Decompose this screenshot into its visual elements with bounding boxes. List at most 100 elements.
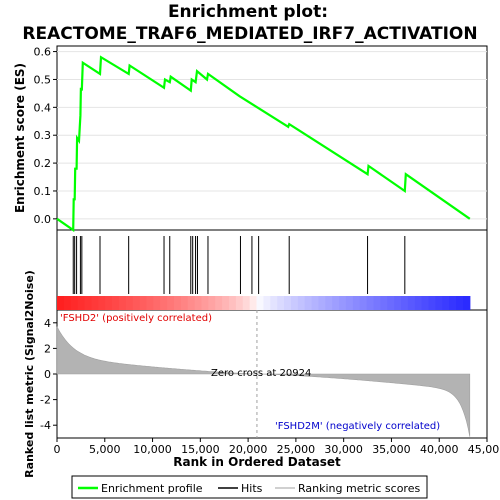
heat-bar-segment: [125, 296, 134, 310]
legend-frame: [71, 475, 428, 499]
es-panel-frame: [56, 45, 488, 231]
heat-bar-segment: [215, 296, 223, 310]
heat-bar-segment: [277, 296, 285, 310]
metric-y-tick-label: -4: [40, 419, 51, 432]
heat-bar-segment: [442, 296, 450, 310]
heat-bar-segment: [311, 296, 320, 310]
heat-bar-segment: [332, 296, 340, 310]
heat-bar-segment: [84, 296, 92, 310]
heat-bar-segment: [139, 296, 148, 310]
enrichment-profile-line: [56, 55, 471, 233]
heat-bar-segment: [105, 296, 113, 310]
heat-bar-segment: [270, 296, 278, 310]
metric-y-axis-label: Ranked list metric (Signal2Noise): [23, 270, 36, 478]
es-y-tick-label: 0.0: [34, 213, 52, 226]
heat-bar-segment: [407, 296, 416, 310]
heat-bar-segment: [146, 296, 154, 310]
ranking-metric-area: [56, 326, 471, 437]
x-tick-label: 0: [54, 443, 61, 456]
heat-bar-segment: [449, 296, 457, 310]
heat-bar-segment: [456, 296, 464, 310]
metric-y-tick-label: -2: [40, 394, 51, 407]
heat-bar-segment: [325, 296, 333, 310]
heat-bar-segment: [167, 296, 175, 310]
heat-bar-segment: [304, 296, 313, 310]
heat-bar-segment: [421, 296, 430, 310]
heat-bar-segment: [339, 296, 347, 310]
heat-bar-segment: [290, 296, 299, 310]
heat-bar-segment: [414, 296, 423, 310]
heat-bar-segment: [187, 296, 196, 310]
heat-bar-segment: [263, 296, 271, 310]
x-tick-label: 10,000: [133, 443, 172, 456]
heat-bar-segment: [242, 296, 251, 310]
metric-y-tick-label: 0: [44, 368, 51, 381]
heat-bar-segment: [256, 296, 264, 310]
heat-bar-segment: [77, 296, 86, 310]
heat-bar-segment: [118, 296, 127, 310]
heat-bar-segment: [387, 296, 395, 310]
x-tick-label: 30,000: [324, 443, 363, 456]
heat-bar-segment: [401, 296, 409, 310]
negative-correlation-label: 'FSHD2M' (negatively correlated): [275, 421, 440, 432]
heat-bar-segment: [428, 296, 436, 310]
heat-bar-segment: [462, 296, 471, 310]
legend-label-hits: Hits: [241, 482, 263, 495]
metric-y-tick-label: 2: [44, 342, 51, 355]
positive-correlation-label: 'FSHD2' (positively correlated): [60, 313, 212, 324]
heat-bar-segment: [222, 296, 230, 310]
heat-bar-segment: [366, 296, 375, 310]
es-y-axis: 0.0 0.1 0.2 0.3 0.4 0.5 0.6: [34, 46, 57, 226]
x-tick-label: 15,000: [181, 443, 220, 456]
legend: Enrichment profile Hits Ranking metric s…: [71, 475, 428, 499]
chart-title-line2: REACTOME_TRAF6_MEDIATED_IRF7_ACTIVATION: [22, 24, 477, 44]
heat-bar-segment: [70, 296, 79, 310]
heat-bar-segment: [173, 296, 182, 310]
heat-bar-segment: [249, 296, 258, 310]
heat-bar-segment: [112, 296, 120, 310]
hit-marks: [72, 236, 406, 294]
x-tick-label: 35,000: [372, 443, 411, 456]
heat-bar-segment: [201, 296, 209, 310]
es-y-axis-label: Enrichment score (ES): [13, 63, 27, 213]
heat-bar-segment: [284, 296, 292, 310]
heat-bar-segment: [318, 296, 326, 310]
heat-bar-segment: [345, 296, 354, 310]
heat-bar-segment: [297, 296, 306, 310]
x-tick-label: 20,000: [229, 443, 268, 456]
heat-bar-segment: [373, 296, 381, 310]
metric-y-tick-label: 4: [44, 317, 51, 330]
heat-bar-segment: [153, 296, 161, 310]
heat-bar-segment: [57, 296, 65, 310]
heat-bar-segment: [235, 296, 244, 310]
heat-bar-segment: [63, 296, 72, 310]
heat-bar-segment: [229, 296, 237, 310]
heat-bar-segment: [194, 296, 203, 310]
heat-bar-segment: [380, 296, 388, 310]
x-tick-label: 40,000: [420, 443, 459, 456]
heat-bar-segment: [435, 296, 443, 310]
es-y-tick-label: 0.3: [34, 129, 52, 142]
es-y-tick-label: 0.5: [34, 73, 52, 86]
es-y-tick-label: 0.6: [34, 46, 52, 59]
rank-heat-bar: [57, 296, 471, 310]
heat-bar-segment: [394, 296, 402, 310]
x-tick-label: 5,000: [89, 443, 121, 456]
es-y-tick-label: 0.1: [34, 185, 52, 198]
heat-bar-segment: [352, 296, 361, 310]
zero-cross-label: Zero cross at 20924: [211, 368, 311, 379]
heat-bar-segment: [359, 296, 368, 310]
x-tick-label: 25,000: [277, 443, 316, 456]
heat-bar-segment: [208, 296, 216, 310]
heat-bar-segment: [91, 296, 99, 310]
legend-label-metric: Ranking metric scores: [298, 482, 420, 495]
es-y-tick-label: 0.2: [34, 157, 52, 170]
heat-bar-segment: [160, 296, 168, 310]
heat-bar-segment: [180, 296, 189, 310]
heat-bar-segment: [132, 296, 141, 310]
x-axis: 0 5,000 10,000 15,000 20,000 25,000 30,000 35,0…: [54, 438, 500, 456]
es-y-tick-label: 0.4: [34, 101, 52, 114]
x-tick-label: 45,000: [468, 443, 500, 456]
legend-label-profile: Enrichment profile: [101, 482, 203, 495]
